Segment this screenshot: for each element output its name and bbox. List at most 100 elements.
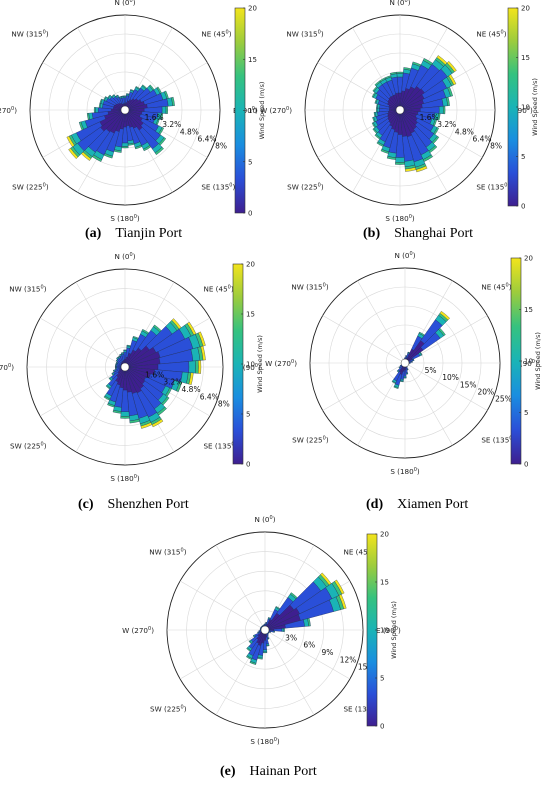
caption-c: (c) Shenzhen Port	[78, 497, 189, 512]
rose-bar-segment	[123, 95, 127, 97]
rose-bar-segment	[99, 98, 103, 104]
rose-bar-tip	[405, 167, 417, 172]
caption-b: (b) Shanghai Port	[363, 226, 474, 241]
colorbar-tick-label: 20	[246, 261, 255, 269]
ring-label: 4.8%	[455, 127, 474, 136]
ring-label: 10%	[442, 373, 459, 382]
rose-bar-segment	[438, 327, 446, 337]
rose-bar-segment	[115, 364, 117, 367]
ring-label: 6.4%	[200, 392, 219, 401]
rose-bar-segment	[373, 111, 376, 117]
rose-bar-segment	[376, 107, 378, 113]
rose-bar-segment	[123, 349, 127, 351]
direction-label: N (00)	[389, 0, 410, 7]
rose-bar-segment	[374, 133, 381, 140]
rose-bar-segment	[107, 94, 111, 99]
direction-label: N (00)	[394, 251, 415, 260]
grid-spoke	[39, 317, 126, 368]
direction-label: SE (1350)	[203, 441, 237, 450]
direction-label: S (1800)	[250, 737, 280, 746]
direction-label: NW (3150)	[9, 285, 46, 294]
colorbar-tick-label: 5	[248, 158, 252, 166]
colorbar-tick-label: 15	[521, 54, 530, 62]
direction-label: W (2700)	[260, 106, 292, 115]
colorbar-tick-label: 0	[524, 461, 528, 469]
rose-bar-segment	[121, 142, 129, 147]
rose-bar-segment	[371, 122, 376, 128]
rose-bar-segment	[95, 107, 99, 113]
direction-label: SW (2250)	[292, 435, 329, 444]
colorbar-tick-label: 20	[524, 255, 533, 263]
rose-bar-segment	[262, 651, 268, 654]
rose-bar-segment	[171, 96, 175, 107]
colorbar-tick-label: 20	[521, 5, 530, 13]
grid-spoke	[179, 629, 266, 680]
rose-bar-tip	[415, 165, 428, 173]
calm-center	[120, 105, 130, 115]
direction-label: W (2700)	[265, 359, 297, 368]
direction-label: NW (3150)	[11, 30, 48, 39]
direction-label: NW (3150)	[291, 283, 328, 292]
direction-label: W (2700)	[122, 626, 154, 635]
rose-bar-segment	[121, 95, 124, 98]
ring-label: 8%	[215, 142, 227, 151]
colorbar-tick-label: 5	[380, 675, 384, 683]
colorbar-tick-label: 10	[521, 104, 530, 112]
rose-bar-segment	[165, 106, 168, 114]
rose-bar-segment	[143, 145, 152, 152]
rose-bar-segment	[121, 146, 129, 149]
rose-bar-tip	[200, 345, 206, 361]
rose-bar-segment	[108, 377, 112, 382]
direction-label: E (900)	[236, 363, 261, 372]
direction-label: N (00)	[114, 252, 135, 261]
wind-rose-4: 5% 10%15%20%25% N (00) NE (450) E (900) SE (1…	[265, 251, 542, 476]
rose-bar-segment	[258, 630, 260, 632]
colorbar-title: Wind Speed (m/s)	[390, 601, 398, 659]
colorbar-title: Wind Speed (m/s)	[534, 332, 542, 390]
rose-bar-segment	[380, 149, 390, 154]
rose-bar-tip	[334, 579, 345, 595]
calm-center	[400, 358, 410, 368]
rose-bar-segment	[399, 364, 402, 367]
colorbar-tick-label: 0	[248, 210, 252, 218]
rose-bar-segment	[115, 367, 117, 370]
colorbar-tick-label: 0	[521, 203, 525, 211]
rose-bar-segment	[307, 617, 311, 627]
rose-bar-tip	[198, 331, 206, 347]
direction-label: NW (3150)	[286, 30, 323, 39]
direction-label: SW (2250)	[12, 182, 49, 191]
rose-bar-tip	[151, 418, 164, 428]
ring-label: 20%	[477, 387, 494, 396]
rose-bar-segment	[269, 631, 272, 633]
wind-rose-5: 3%6%9%12%15%N (00)NE (450)E (900)SE (135…	[122, 515, 401, 746]
rose-bar-segment	[160, 112, 164, 121]
ring-label: 3.2%	[163, 378, 182, 387]
ring-label: 3.2%	[162, 120, 181, 129]
direction-label: N (00)	[254, 515, 275, 524]
direction-label: NE (450)	[476, 30, 506, 39]
rose-bar-segment	[78, 121, 84, 131]
direction-label: S (1800)	[385, 214, 415, 223]
rose-bar-segment	[409, 362, 411, 364]
direction-label: W (2700)	[0, 106, 17, 115]
rose-bar-segment	[111, 94, 115, 98]
rose-bar-segment	[154, 146, 164, 155]
ring-label: 6.4%	[197, 134, 216, 143]
rose-bar-segment	[103, 395, 111, 401]
rose-bar-segment	[263, 624, 265, 626]
direction-label: N (00)	[114, 0, 135, 7]
rose-bar-tip	[66, 135, 75, 148]
colorbar-tick-label: 10	[246, 361, 255, 369]
rose-bar-segment	[372, 116, 376, 123]
rose-bar-segment	[446, 96, 450, 107]
ring-label: 15%	[358, 663, 375, 672]
rose-bar-segment	[107, 403, 115, 408]
colorbar-tick-label: 15	[524, 306, 533, 314]
rose-bar-segment	[252, 635, 255, 638]
rose-bar-segment	[120, 352, 124, 354]
ring-label: 4.8%	[180, 127, 199, 136]
ring-label: 9%	[322, 648, 334, 657]
colorbar-tick-label: 20	[248, 5, 257, 13]
rose-bar-segment	[262, 649, 268, 653]
